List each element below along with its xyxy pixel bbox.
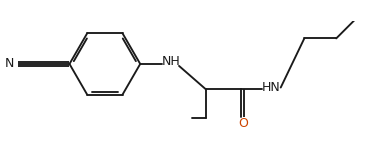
Text: N: N [4,57,14,70]
Text: HN: HN [262,81,280,94]
Text: NH: NH [161,56,180,69]
Text: O: O [238,117,248,130]
